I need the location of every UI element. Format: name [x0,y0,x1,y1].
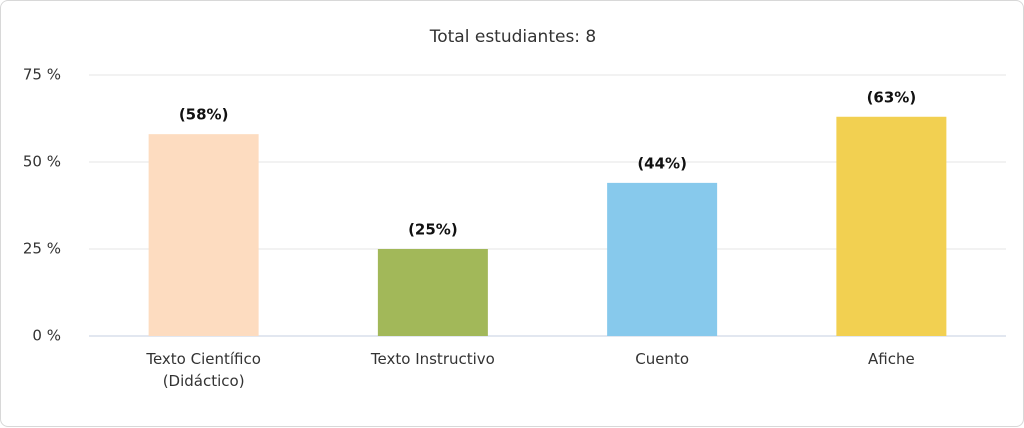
y-tick-label: 0 % [32,327,61,345]
bar [607,182,718,336]
data-label: (44%) [637,154,687,172]
x-tick-label: Texto Instructivo [370,350,495,368]
bar [377,249,488,336]
y-tick-label: 50 % [23,153,61,171]
bar [836,116,947,336]
data-label: (25%) [408,221,458,239]
data-label: (58%) [179,106,229,124]
x-tick-label: Afiche [868,350,915,368]
x-tick-label: Cuento [635,350,690,368]
y-tick-label: 25 % [23,240,61,258]
y-tick-label: 75 % [23,66,61,84]
chart-title: Total estudiantes: 8 [429,27,597,47]
bar [148,134,259,336]
data-label: (63%) [867,88,917,106]
x-tick-label: Texto Científico (Didáctico) [146,350,261,390]
